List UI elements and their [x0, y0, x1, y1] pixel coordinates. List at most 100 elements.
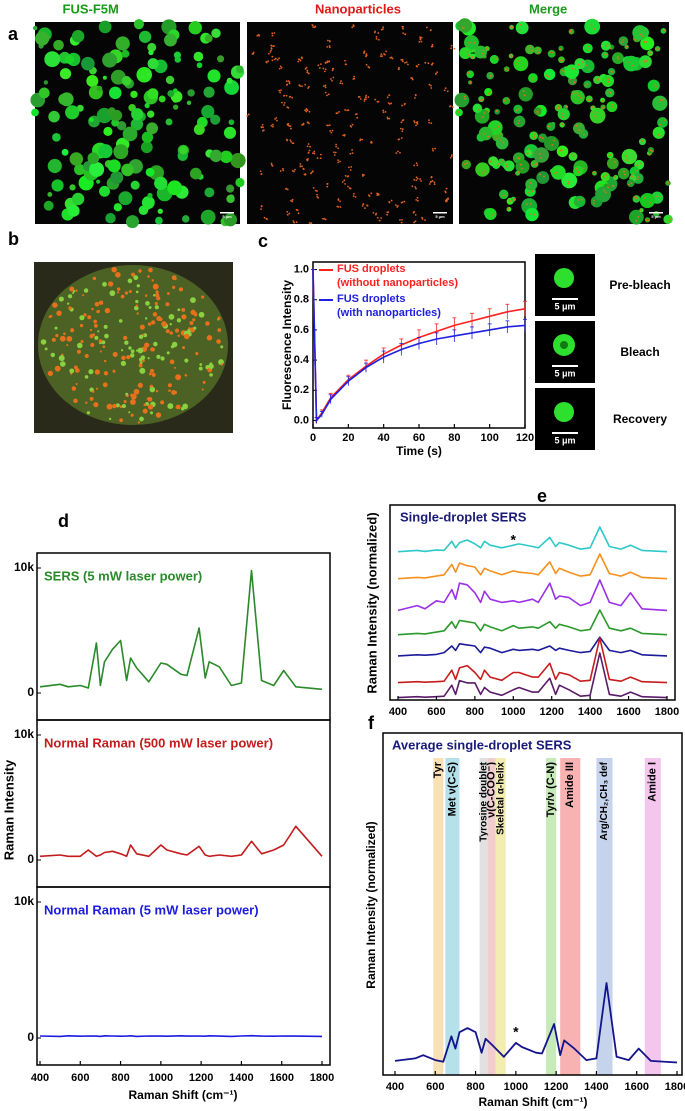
- particle: [482, 133, 485, 136]
- particle: [83, 313, 87, 317]
- particle: [451, 106, 454, 108]
- particle: [466, 50, 469, 53]
- droplet: [543, 68, 556, 81]
- y-tick-label: 1.0: [294, 263, 309, 275]
- droplet: [226, 184, 235, 193]
- particle: [150, 411, 153, 415]
- droplet: [61, 148, 69, 156]
- particle: [329, 130, 332, 132]
- particle: [94, 369, 100, 375]
- particle: [375, 35, 378, 38]
- particle: [288, 96, 291, 98]
- droplet: [145, 167, 155, 177]
- particle: [380, 28, 383, 31]
- particle: [374, 98, 377, 101]
- droplet: [647, 79, 660, 92]
- particle: [289, 125, 292, 128]
- particle: [365, 63, 368, 66]
- y-tick-label: 0: [27, 685, 34, 699]
- droplet: [546, 122, 556, 131]
- particle: [628, 61, 631, 64]
- particle: [181, 314, 187, 320]
- particle: [417, 63, 420, 66]
- droplet: [52, 132, 61, 142]
- particle: [148, 306, 152, 309]
- particle: [281, 101, 283, 104]
- particle: [168, 313, 175, 320]
- x-tick-label: 1200: [544, 1081, 568, 1093]
- droplet: [203, 86, 215, 98]
- particle: [407, 63, 409, 66]
- particle: [286, 106, 289, 109]
- particle: [624, 173, 626, 176]
- particle: [331, 129, 334, 132]
- particle: [377, 100, 380, 103]
- particle: [516, 173, 519, 175]
- particle: [635, 219, 638, 222]
- particle: [54, 326, 58, 330]
- particle: [539, 136, 542, 139]
- particle: [58, 355, 65, 362]
- scale-bar: [220, 212, 234, 214]
- particle: [570, 153, 573, 156]
- x-tick-label: 1600: [269, 1072, 293, 1084]
- particle: [463, 95, 466, 98]
- particle: [370, 192, 373, 195]
- droplet: [561, 172, 578, 189]
- droplet: [572, 122, 585, 135]
- particle: [217, 316, 221, 320]
- spectrum: [397, 526, 668, 553]
- panel-label: a: [8, 24, 19, 44]
- particle: [375, 212, 378, 215]
- particle: [347, 185, 349, 188]
- particle: [587, 99, 590, 102]
- particle: [292, 220, 295, 222]
- particle: [188, 327, 191, 330]
- droplet: [105, 212, 116, 224]
- particle: [664, 119, 666, 122]
- particle: [52, 302, 58, 308]
- particle: [107, 281, 114, 287]
- particle: [537, 51, 539, 54]
- particle: [278, 67, 281, 70]
- particle: [647, 219, 650, 222]
- particle: [121, 355, 126, 361]
- particle: [379, 55, 382, 58]
- particle: [84, 353, 89, 359]
- droplet: [86, 74, 99, 87]
- particle: [377, 38, 380, 41]
- particle: [364, 207, 366, 209]
- particle: [386, 117, 389, 120]
- droplet: [211, 28, 221, 38]
- particle: [388, 94, 391, 97]
- particle: [632, 172, 635, 175]
- subplot-frame: [36, 886, 331, 1066]
- particle: [274, 118, 276, 120]
- particle: [194, 311, 197, 315]
- particle: [307, 143, 310, 145]
- particle: [90, 342, 95, 348]
- particle: [588, 99, 591, 101]
- particle: [561, 116, 564, 119]
- droplet: [518, 87, 533, 102]
- legend-entry: FUS droplets (with nanoparticles): [337, 293, 441, 319]
- particle: [632, 64, 634, 67]
- droplet: [130, 118, 144, 131]
- particle: [416, 196, 419, 199]
- droplet: [167, 180, 183, 196]
- particle: [582, 167, 585, 170]
- particle: [643, 60, 646, 63]
- particle: [306, 109, 309, 112]
- particle: [511, 26, 514, 29]
- particle: [591, 105, 593, 108]
- particle: [156, 296, 161, 301]
- particle: [93, 402, 99, 408]
- droplet: [147, 42, 157, 52]
- particle: [79, 323, 84, 328]
- particle: [515, 109, 518, 112]
- particle: [444, 199, 447, 202]
- particle: [198, 366, 203, 371]
- particle: [339, 200, 341, 203]
- band-label: Skeletal α-helix: [495, 762, 506, 835]
